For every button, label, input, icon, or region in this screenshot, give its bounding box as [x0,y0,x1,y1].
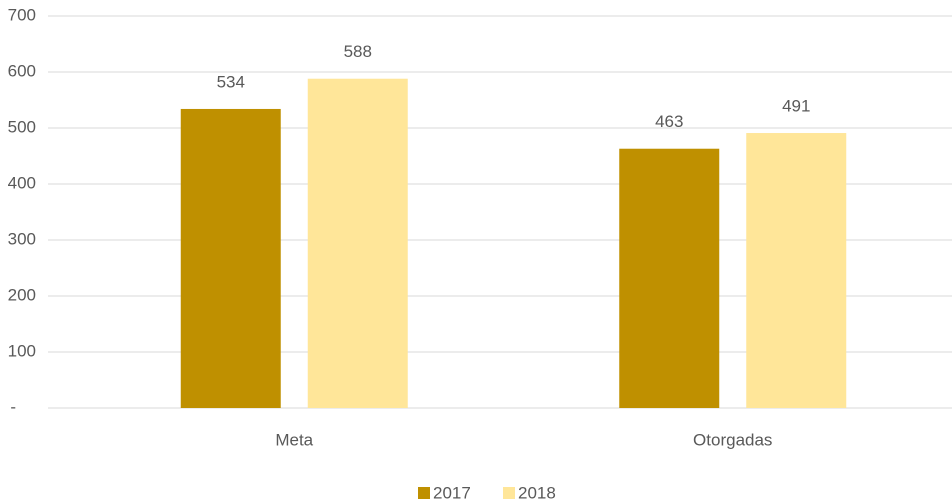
data-label: 534 [217,72,245,91]
y-tick-label: 400 [8,173,36,192]
x-tick-label: Otorgadas [693,430,772,449]
legend-swatch [418,487,430,499]
y-tick-label: 100 [8,341,36,360]
legend-label: 2017 [433,483,471,502]
y-tick-label: 500 [8,117,36,136]
x-tick-label: Meta [275,430,313,449]
y-tick-label: 200 [8,285,36,304]
y-tick-label: - [10,397,16,416]
legend-swatch [503,487,515,499]
bar [746,133,847,409]
data-label: 588 [344,42,372,61]
y-tick-label: 300 [8,229,36,248]
data-label: 463 [655,112,683,131]
bar [307,78,408,408]
legend-label: 2018 [518,483,556,502]
data-label: 491 [782,97,810,116]
y-tick-label: 700 [8,5,36,24]
bar [180,108,281,409]
y-tick-label: 600 [8,61,36,80]
bar [619,148,720,408]
